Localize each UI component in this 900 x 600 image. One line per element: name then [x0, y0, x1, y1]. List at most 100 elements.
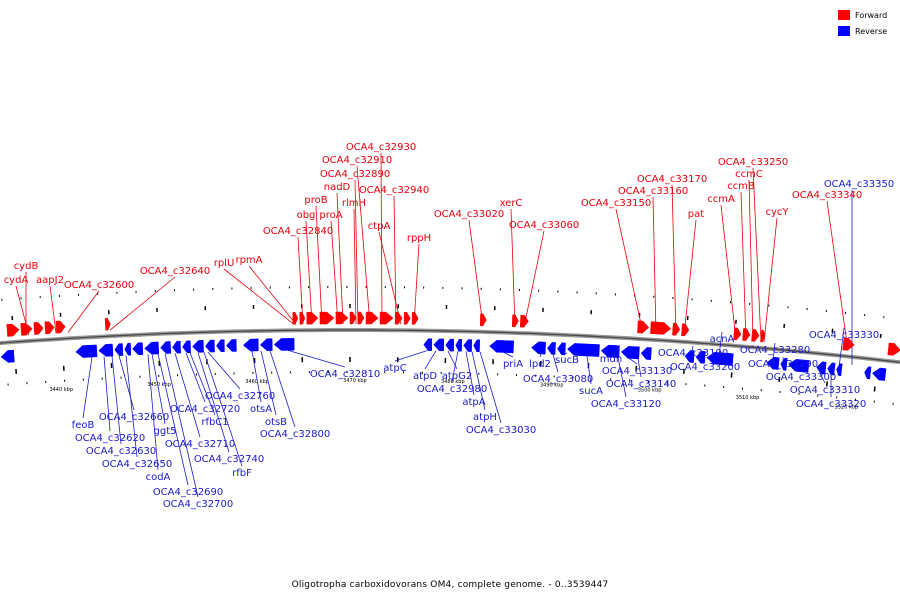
forward-gene-8[interactable]	[299, 311, 306, 325]
forward-gene-15[interactable]	[379, 311, 394, 325]
reverse-gene-2[interactable]	[75, 344, 98, 358]
reverse-gene-20[interactable]	[445, 338, 455, 352]
forward-gene-10[interactable]	[319, 311, 335, 325]
reverse-gene-13[interactable]	[216, 339, 225, 353]
forward-gene-11[interactable]	[335, 311, 349, 325]
forward-gene-31[interactable]	[887, 342, 900, 356]
reverse-gene-35[interactable]	[766, 356, 780, 370]
reverse-gene-5[interactable]	[124, 342, 132, 356]
reverse-gene-33[interactable]	[695, 350, 706, 364]
gene-label-oca4-c33060[interactable]: OCA4_c33060	[509, 220, 579, 231]
gene-label-oca4-c33150[interactable]: OCA4_c33150	[581, 198, 651, 209]
gene-label-oca4-c33320[interactable]: OCA4_c33320	[796, 399, 866, 410]
reverse-gene-30[interactable]	[620, 346, 640, 360]
gene-label-oca4-c32980[interactable]: OCA4_c32980	[417, 384, 487, 395]
reverse-gene-3[interactable]	[98, 343, 114, 357]
reverse-gene-23[interactable]	[473, 339, 481, 353]
gene-label-proa[interactable]: proA	[319, 210, 342, 221]
forward-gene-22[interactable]	[637, 320, 650, 334]
gene-label-suca[interactable]: sucA	[579, 386, 603, 397]
gene-label-rfbc1[interactable]: rfbC1	[201, 417, 228, 428]
forward-gene-9[interactable]	[306, 311, 319, 325]
reverse-gene-36[interactable]	[780, 357, 788, 371]
forward-gene-12[interactable]	[349, 311, 357, 325]
reverse-gene-34[interactable]	[706, 351, 734, 366]
gene-label-oca4-c32940[interactable]: OCA4_c32940	[359, 185, 429, 196]
gene-label-feob[interactable]: feoB	[72, 420, 95, 431]
gene-label-oca4-c33350[interactable]: OCA4_c33350	[824, 179, 894, 190]
gene-label-oca4-c33300[interactable]: OCA4_c33300	[766, 372, 836, 383]
gene-label-oca4-c32890[interactable]: OCA4_c32890	[320, 169, 390, 180]
gene-label-oca4-c33290[interactable]: OCA4_c33290	[748, 359, 818, 370]
gene-label-atpd[interactable]: atpD	[413, 371, 437, 382]
gene-label-oca4-c32810[interactable]: OCA4_c32810	[310, 369, 380, 380]
forward-gene-30[interactable]	[842, 337, 855, 351]
gene-label-atph[interactable]: atpH	[473, 412, 497, 423]
reverse-gene-19[interactable]	[433, 338, 445, 352]
gene-label-lpd2[interactable]: lpd2	[529, 359, 551, 370]
gene-label-oca4-c33190[interactable]: OCA4_c33190	[658, 348, 728, 359]
forward-gene-7[interactable]	[292, 312, 299, 325]
gene-label-acna[interactable]: acnA	[710, 334, 735, 345]
reverse-gene-28[interactable]	[567, 343, 600, 357]
gene-label-oca4-c33160[interactable]: OCA4_c33160	[618, 186, 688, 197]
reverse-gene-18[interactable]	[423, 338, 433, 351]
reverse-gene-37[interactable]	[788, 359, 810, 373]
gene-label-oca4-c32690[interactable]: OCA4_c32690	[153, 487, 223, 498]
forward-gene-21[interactable]	[519, 314, 529, 328]
reverse-gene-4[interactable]	[114, 343, 124, 356]
reverse-gene-15[interactable]	[242, 338, 259, 352]
reverse-gene-41[interactable]	[864, 366, 872, 380]
gene-label-nadd[interactable]: nadD	[324, 182, 351, 193]
gene-label-rpph[interactable]: rppH	[407, 233, 431, 244]
gene-label-otsa[interactable]: otsA	[250, 404, 272, 415]
forward-gene-23[interactable]	[650, 321, 672, 335]
forward-gene-4[interactable]	[44, 321, 55, 335]
reverse-gene-16[interactable]	[259, 338, 273, 351]
gene-label-xerc[interactable]: xerC	[500, 198, 523, 209]
gene-label-ccmb[interactable]: ccmB	[727, 181, 755, 192]
gene-label-oca4-c32800[interactable]: OCA4_c32800	[260, 429, 330, 440]
gene-label-otsb[interactable]: otsB	[265, 417, 287, 428]
gene-label-oca4-c33120[interactable]: OCA4_c33120	[591, 399, 661, 410]
gene-label-oca4-c33310[interactable]: OCA4_c33310	[790, 385, 860, 396]
gene-label-pria[interactable]: priA	[503, 359, 523, 370]
forward-gene-25[interactable]	[681, 323, 690, 337]
gene-label-oca4-c33280[interactable]: OCA4_c33280	[740, 345, 810, 356]
gene-label-oca4-c33030[interactable]: OCA4_c33030	[466, 425, 536, 436]
forward-gene-2[interactable]	[20, 322, 33, 336]
gene-label-oca4-c32630[interactable]: OCA4_c32630	[86, 446, 156, 457]
gene-label-oca4-c32840[interactable]: OCA4_c32840	[263, 226, 333, 237]
forward-gene-1[interactable]	[6, 323, 20, 337]
forward-gene-27[interactable]	[742, 328, 751, 341]
gene-label-ccmc[interactable]: ccmC	[735, 169, 763, 180]
reverse-gene-21[interactable]	[455, 339, 463, 352]
gene-label-oca4-c32660[interactable]: OCA4_c32660	[99, 412, 169, 423]
reverse-gene-42[interactable]	[872, 367, 887, 381]
reverse-gene-27[interactable]	[557, 342, 566, 356]
reverse-gene-31[interactable]	[640, 347, 652, 360]
reverse-gene-14[interactable]	[226, 339, 237, 352]
forward-gene-24[interactable]	[672, 322, 681, 336]
reverse-gene-1[interactable]	[0, 349, 15, 363]
gene-label-oca4-c32620[interactable]: OCA4_c32620	[75, 433, 145, 444]
gene-label-oca4-c33330[interactable]: OCA4_c33330	[809, 330, 879, 341]
reverse-gene-9[interactable]	[172, 340, 181, 354]
reverse-gene-32[interactable]	[684, 350, 695, 363]
gene-label-oca4-c32710[interactable]: OCA4_c32710	[165, 439, 235, 450]
reverse-gene-12[interactable]	[205, 339, 215, 353]
gene-label-mdh[interactable]: mdh	[600, 354, 622, 365]
gene-label-rplu[interactable]: rplU	[214, 258, 235, 269]
gene-label-oca4-c32740[interactable]: OCA4_c32740	[194, 454, 264, 465]
gene-label-ggt5[interactable]: ggt5	[154, 426, 177, 437]
gene-label-obg[interactable]: obg	[297, 210, 316, 221]
forward-gene-29[interactable]	[760, 329, 766, 343]
reverse-gene-26[interactable]	[547, 342, 556, 355]
gene-label-oca4-c32910[interactable]: OCA4_c32910	[322, 155, 392, 166]
gene-label-oca4-c32600[interactable]: OCA4_c32600	[64, 280, 134, 291]
reverse-gene-24[interactable]	[489, 340, 514, 354]
reverse-gene-8[interactable]	[160, 341, 172, 354]
reverse-gene-6[interactable]	[132, 342, 144, 356]
reverse-gene-10[interactable]	[182, 340, 191, 354]
forward-gene-17[interactable]	[403, 312, 411, 325]
